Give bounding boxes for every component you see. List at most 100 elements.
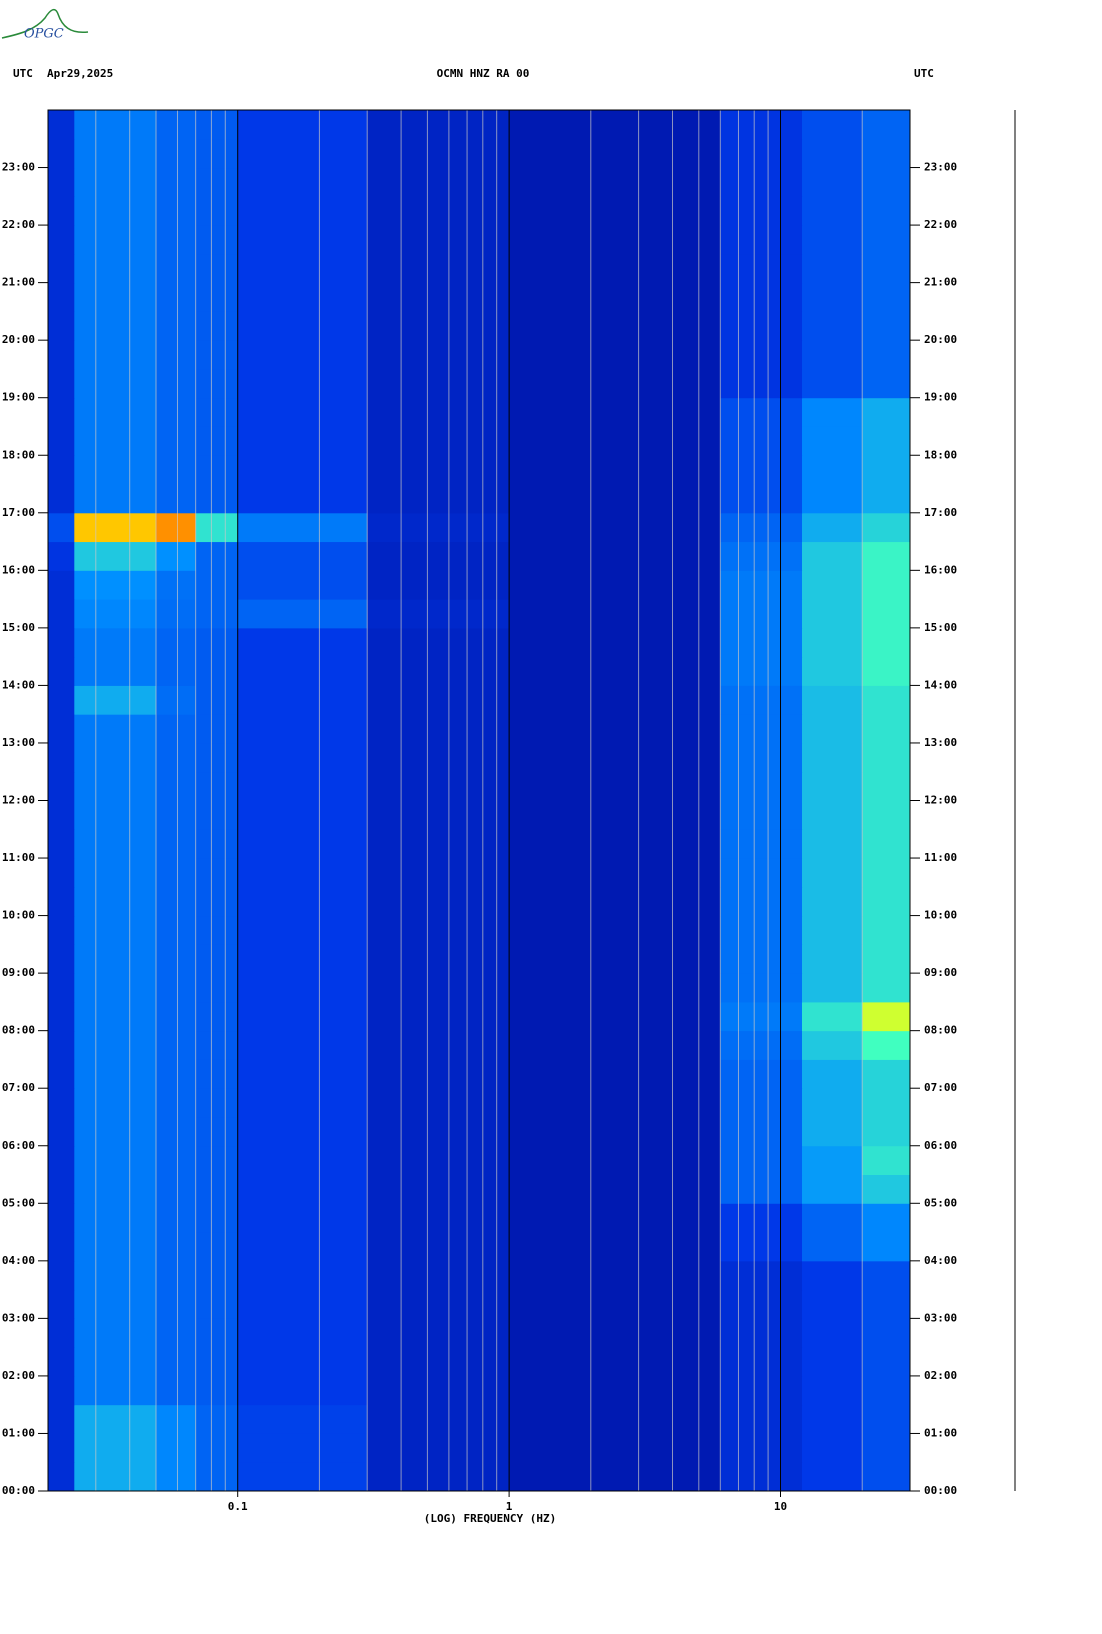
heatmap-cell	[48, 541, 75, 571]
heatmap-cell	[367, 944, 510, 974]
heatmap-cell	[862, 1375, 911, 1406]
heatmap-cell	[862, 397, 911, 427]
heatmap-cell	[720, 397, 803, 427]
heatmap-cell	[862, 426, 911, 456]
heatmap-cell	[74, 1404, 157, 1434]
heatmap-cell	[156, 397, 197, 427]
heatmap-cell	[48, 771, 75, 801]
heatmap-cell	[48, 340, 75, 370]
heatmap-cell	[720, 973, 803, 1003]
heatmap-cell	[74, 196, 157, 226]
heatmap-cell	[720, 340, 803, 370]
heatmap-cell	[237, 685, 368, 715]
heatmap-cell	[801, 225, 863, 255]
heatmap-cell	[862, 1404, 911, 1434]
heatmap-cell	[48, 1059, 75, 1089]
heatmap	[48, 110, 911, 1492]
heatmap-cell	[74, 1260, 157, 1291]
heatmap-cell	[862, 1462, 911, 1492]
heatmap-cell	[720, 714, 803, 744]
heatmap-cell	[48, 1404, 75, 1434]
heatmap-cell	[509, 253, 721, 284]
heatmap-cell	[801, 397, 863, 427]
heatmap-cell	[74, 1145, 157, 1176]
heatmap-cell	[48, 829, 75, 859]
heatmap-cell	[367, 1203, 510, 1233]
heatmap-cell	[720, 1260, 803, 1291]
heatmap-cell	[156, 1001, 197, 1032]
heatmap-cell	[74, 771, 157, 801]
heatmap-cell	[720, 1116, 803, 1147]
heatmap-cell	[237, 570, 368, 600]
heatmap-cell	[801, 1145, 863, 1176]
heatmap-cell	[720, 1059, 803, 1089]
heatmap-cell	[237, 1001, 368, 1032]
heatmap-cell	[237, 1375, 368, 1406]
heatmap-cell	[195, 1232, 239, 1262]
heatmap-cell	[801, 138, 863, 169]
heatmap-cell	[801, 1347, 863, 1377]
heatmap-cell	[720, 886, 803, 917]
heatmap-cell	[801, 944, 863, 974]
heatmap-cell	[156, 167, 197, 197]
heatmap-cell	[195, 340, 239, 370]
heatmap-cell	[509, 311, 721, 341]
heatmap-cell	[367, 196, 510, 226]
y-tick-label: 00:00	[2, 1484, 35, 1497]
heatmap-cell	[48, 253, 75, 284]
heatmap-cell	[720, 627, 803, 658]
heatmap-cell	[195, 599, 239, 629]
heatmap-cell	[509, 800, 721, 830]
heatmap-cell	[74, 253, 157, 284]
heatmap-cell	[156, 1318, 197, 1348]
heatmap-cell	[48, 915, 75, 945]
heatmap-cell	[156, 829, 197, 859]
heatmap-cell	[156, 1260, 197, 1291]
heatmap-cell	[862, 196, 911, 226]
heatmap-cell	[801, 886, 863, 917]
heatmap-cell	[367, 1347, 510, 1377]
y-tick-label: 07:00	[924, 1081, 957, 1094]
heatmap-cell	[195, 138, 239, 169]
heatmap-cell	[367, 512, 510, 543]
y-tick-label: 03:00	[2, 1311, 35, 1324]
heatmap-cell	[367, 771, 510, 801]
heatmap-cell	[720, 1232, 803, 1262]
heatmap-cell	[156, 714, 197, 744]
heatmap-cell	[509, 1088, 721, 1118]
heatmap-cell	[156, 1059, 197, 1089]
heatmap-cell	[367, 973, 510, 1003]
heatmap-cell	[367, 1001, 510, 1032]
heatmap-cell	[862, 1289, 911, 1319]
y-tick-label: 08:00	[924, 1024, 957, 1037]
heatmap-cell	[367, 1232, 510, 1262]
heatmap-cell	[367, 311, 510, 341]
heatmap-cell	[367, 138, 510, 169]
x-tick-label: 0.1	[228, 1500, 248, 1513]
heatmap-cell	[509, 1116, 721, 1147]
heatmap-cell	[237, 311, 368, 341]
heatmap-cell	[367, 484, 510, 514]
heatmap-cell	[48, 512, 75, 543]
heatmap-cell	[237, 1433, 368, 1463]
y-tick-label: 17:00	[2, 506, 35, 519]
y-tick-label: 21:00	[2, 276, 35, 289]
heatmap-cell	[156, 138, 197, 169]
heatmap-cell	[862, 685, 911, 715]
heatmap-cell	[720, 685, 803, 715]
y-tick-label: 01:00	[2, 1426, 35, 1439]
heatmap-cell	[237, 599, 368, 629]
heatmap-cell	[801, 1232, 863, 1262]
heatmap-cell	[48, 225, 75, 255]
heatmap-cell	[156, 1088, 197, 1118]
heatmap-cell	[862, 311, 911, 341]
heatmap-cell	[237, 886, 368, 917]
heatmap-cell	[801, 512, 863, 543]
heatmap-cell	[862, 886, 911, 917]
heatmap-cell	[156, 858, 197, 888]
heatmap-cell	[367, 570, 510, 600]
y-tick-label: 02:00	[2, 1369, 35, 1382]
heatmap-cell	[367, 1030, 510, 1060]
heatmap-cell	[156, 311, 197, 341]
heatmap-cell	[74, 1375, 157, 1406]
